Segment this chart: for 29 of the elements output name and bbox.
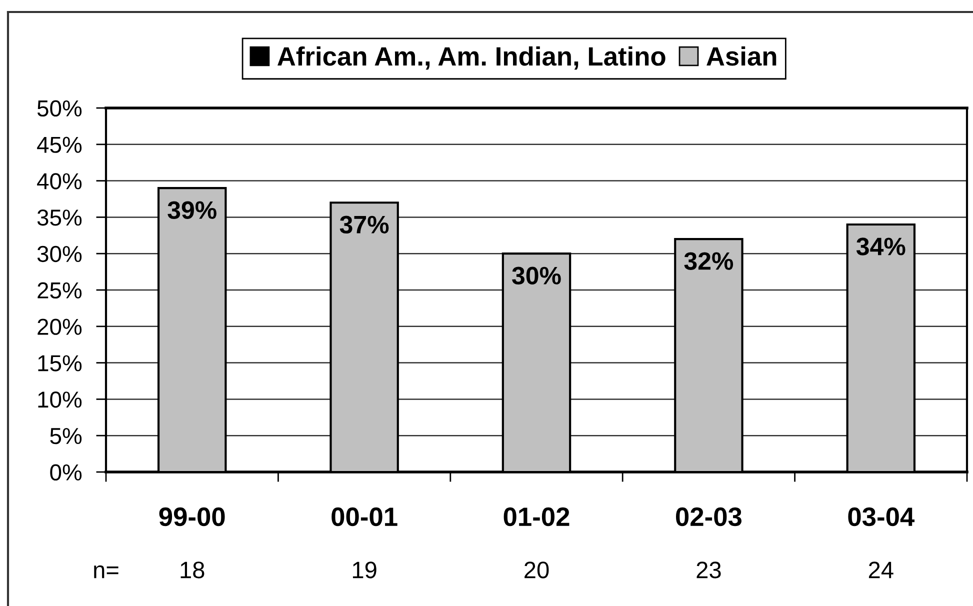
y-tick-label: 5% [50, 428, 82, 444]
legend-label: African Am., Am. Indian, Latino [278, 46, 666, 70]
x-tick-label: 00-01 [332, 507, 398, 526]
y-tick-label: 25% [38, 282, 82, 299]
y-tick-label: 15% [38, 355, 82, 372]
text: 23 [696, 562, 721, 578]
y-tick-label: 10% [38, 392, 82, 408]
text: 20 [524, 562, 549, 578]
data-label: 34% [856, 238, 906, 256]
y-tick-label: 45% [37, 136, 82, 153]
data-label: 30% [512, 266, 561, 284]
x-tick-label: 02-03 [676, 507, 742, 526]
text: 18 [180, 562, 204, 578]
x-tick-label: 01-02 [504, 507, 570, 526]
text: 19 [352, 562, 376, 578]
y-tick-label: 35% [37, 210, 82, 226]
y-tick-label: 40% [37, 173, 82, 190]
text: 24 [868, 562, 894, 578]
y-tick-label: 50% [37, 100, 82, 117]
y-tick-label: 20% [38, 318, 82, 335]
text: n= [94, 565, 118, 578]
x-tick-label: 03-04 [848, 507, 915, 526]
y-tick-label: 30% [37, 246, 82, 262]
data-label: 32% [684, 252, 734, 270]
data-label: 37% [340, 216, 389, 234]
data-label: 39% [168, 201, 216, 219]
x-tick-label: 99-00 [159, 507, 225, 526]
y-tick-label: 0% [50, 464, 82, 481]
legend-label: Asian [706, 46, 776, 66]
